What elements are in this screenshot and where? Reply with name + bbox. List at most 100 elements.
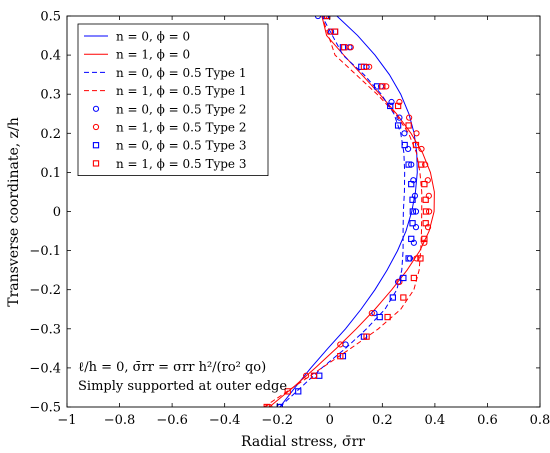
data-point <box>409 220 416 227</box>
data-point <box>394 102 402 110</box>
data-point <box>341 44 348 51</box>
series-1 <box>269 16 435 407</box>
legend-label: n = 1, ϕ = 0 <box>116 48 190 62</box>
x-tick-label: −0.6 <box>156 413 188 428</box>
x-tick-label: 0.2 <box>372 413 393 428</box>
data-point <box>421 239 428 246</box>
y-tick-label: −0.3 <box>29 322 61 337</box>
data-point <box>337 353 344 360</box>
series-5 <box>266 16 433 407</box>
data-point <box>409 196 416 203</box>
legend-swatch <box>92 123 100 131</box>
x-tick-label: 0.8 <box>530 413 550 428</box>
data-point <box>425 192 432 199</box>
data-point <box>413 255 420 262</box>
data-layer <box>263 16 435 407</box>
legend-swatch <box>92 160 100 167</box>
data-point <box>422 161 429 168</box>
y-tick-label: −0.2 <box>29 283 61 298</box>
data-point <box>379 83 386 90</box>
data-point <box>406 114 413 121</box>
series-0 <box>279 16 418 407</box>
y-tick-label: −0.1 <box>29 244 61 259</box>
series-line <box>279 16 418 407</box>
data-point <box>421 235 428 243</box>
data-point <box>422 220 429 227</box>
annotation-formula: ℓ/h = 0, σ̄rr = σrr h²/(ro² qo) <box>78 360 266 375</box>
data-point <box>396 278 403 285</box>
legend-entry: n = 0, ϕ = 0.5 Type 2 <box>92 102 246 116</box>
series-7 <box>263 16 430 407</box>
series-line <box>263 16 423 407</box>
y-axis-label: Transverse coordinate, z/h <box>6 117 22 307</box>
data-point <box>342 341 349 348</box>
data-point <box>360 63 368 70</box>
data-point <box>303 372 310 379</box>
tick-layer: −1 −0.8 −0.6 −0.4 −0.2 0 0.2 0.4 0.6 0.8 −0.5 −0.4 −… <box>29 10 550 429</box>
data-point <box>422 196 429 203</box>
series-line <box>269 16 435 407</box>
data-point <box>295 388 302 395</box>
data-point <box>405 161 412 168</box>
legend-label: n = 1, ϕ = 0.5 Type 1 <box>116 84 246 98</box>
data-point <box>412 141 420 149</box>
legend-box <box>77 23 269 177</box>
data-point <box>405 255 412 262</box>
data-point <box>424 177 431 184</box>
annotation-boundary: Simply supported at outer edge <box>78 379 287 394</box>
data-point <box>410 274 418 282</box>
x-tick-label: 0.4 <box>425 413 446 428</box>
data-point <box>426 208 433 215</box>
legend-entry: n = 1, ϕ = 0.5 Type 2 <box>92 121 246 135</box>
data-point <box>371 310 378 317</box>
data-point <box>408 235 415 243</box>
x-tick-label: −1 <box>57 413 76 428</box>
y-tick-label: 0.5 <box>40 10 61 25</box>
data-point <box>368 310 375 317</box>
data-point <box>383 83 390 90</box>
y-tick-label: 0.4 <box>40 49 61 64</box>
y-tick-label: 0 <box>53 205 61 220</box>
legend-swatch <box>92 142 100 149</box>
data-point <box>396 98 403 106</box>
series-2 <box>279 16 406 407</box>
legend: n = 0, ϕ = 0 n = 1, ϕ = 0 n = 0, ϕ = 0.5 T… <box>77 23 269 177</box>
legend-label: n = 0, ϕ = 0.5 Type 3 <box>116 139 246 153</box>
x-tick-label: −0.2 <box>261 413 293 428</box>
data-point <box>316 372 323 379</box>
legend-entry: n = 1, ϕ = 0.5 Type 3 <box>92 157 246 171</box>
data-point <box>401 141 408 149</box>
data-point <box>310 372 318 379</box>
legend-entry: n = 1, ϕ = 0 <box>84 48 190 62</box>
data-point <box>376 313 383 321</box>
data-point <box>314 16 322 20</box>
data-point <box>409 208 416 215</box>
data-point <box>412 208 420 215</box>
legend-label: n = 1, ϕ = 0.5 Type 2 <box>116 121 246 135</box>
series-6 <box>276 16 416 407</box>
legend-label: n = 0, ϕ = 0 <box>116 30 190 44</box>
data-point <box>394 122 402 129</box>
data-point <box>418 145 425 153</box>
data-point <box>347 44 354 51</box>
data-point <box>408 180 415 188</box>
data-point <box>412 224 420 231</box>
x-tick-label: 0 <box>326 413 334 428</box>
data-point <box>418 161 425 168</box>
data-point <box>284 388 291 395</box>
data-point <box>400 274 407 282</box>
legend-label: n = 1, ϕ = 0.5 Type 3 <box>116 157 246 171</box>
legend-entry: n = 0, ϕ = 0.5 Type 1 <box>84 66 246 80</box>
data-point <box>396 114 403 121</box>
y-tick-label: −0.4 <box>29 361 61 376</box>
legend-entry: n = 1, ϕ = 0.5 Type 1 <box>84 84 246 98</box>
y-tick-label: 0.2 <box>40 127 61 142</box>
legend-entry: n = 0, ϕ = 0 <box>84 30 190 44</box>
series-4 <box>276 16 420 407</box>
legend-label: n = 0, ϕ = 0.5 Type 1 <box>116 66 246 80</box>
data-point <box>404 145 412 153</box>
legend-entry: n = 0, ϕ = 0.5 Type 3 <box>92 139 246 153</box>
data-point <box>331 28 339 35</box>
series-line <box>279 16 406 407</box>
